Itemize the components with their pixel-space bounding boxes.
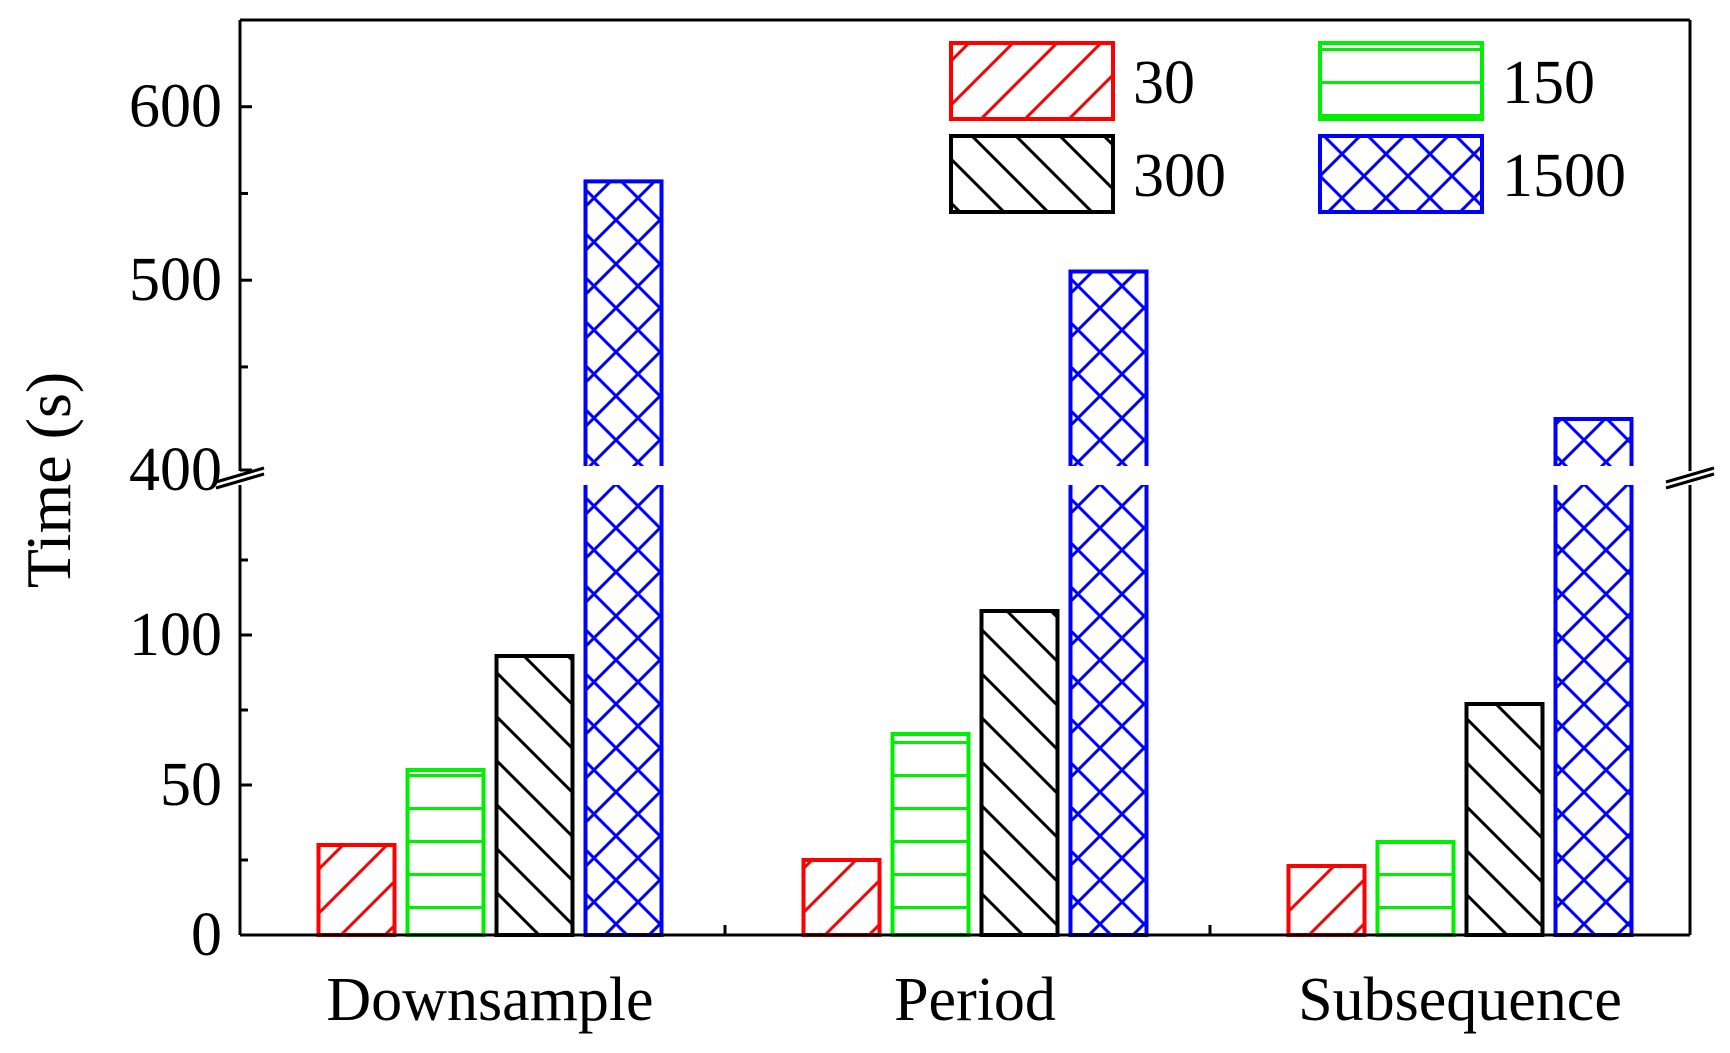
bar-period-300	[979, 609, 1060, 937]
legend-swatch-300	[949, 134, 1115, 214]
axis-break-right	[1665, 466, 1715, 490]
bar-downsample-30	[316, 843, 397, 937]
y-axis-title: Time (s)	[13, 372, 84, 588]
bar-subsequence-1500-lower	[1555, 485, 1632, 935]
bar-downsample-300	[494, 654, 575, 937]
bar-subsequence-150	[1375, 840, 1456, 937]
bar-downsample-1500-upper	[585, 181, 662, 467]
y-tick-600-label: 600	[129, 73, 222, 141]
legend-swatch-30	[949, 41, 1115, 121]
axis-break-mask-right	[1664, 472, 1716, 484]
legend-label-30: 30	[1133, 49, 1195, 117]
x-tick-label-subsequence: Subsequence	[1298, 966, 1622, 1034]
y-tick-100-label: 100	[129, 601, 222, 669]
bar-downsample-150	[405, 768, 486, 937]
axes-layer	[214, 18, 1716, 937]
axis-break-left	[215, 466, 265, 490]
y-tick-50-label: 50	[160, 751, 222, 819]
bar-period-1500-lower	[1070, 485, 1147, 935]
legend-label-1500: 1500	[1502, 142, 1626, 210]
bar-downsample-1500-upper-outline	[583, 179, 664, 466]
x-tick-label-period: Period	[894, 966, 1056, 1034]
bar-subsequence-300	[1464, 702, 1545, 937]
bar-period-1500-upper-outline	[1068, 269, 1149, 466]
y-tick-400-label: 400	[129, 436, 222, 504]
bar-downsample-1500-lower	[585, 485, 662, 935]
legend-swatch-150	[1318, 41, 1484, 121]
legend-label-300: 300	[1133, 142, 1226, 210]
legend: 30 150 300 1500	[949, 41, 1626, 214]
legend-swatch-1500	[1318, 134, 1484, 214]
bar-subsequence-30	[1286, 864, 1367, 937]
bar-subsequence-1500-upper-outline	[1553, 416, 1634, 466]
bar-period-1500-upper	[1070, 271, 1147, 466]
x-tick-label-downsample: Downsample	[326, 966, 653, 1034]
bar-period-150	[890, 732, 971, 937]
y-tick-0-label: 0	[191, 901, 222, 969]
bar-period-30	[801, 858, 882, 937]
ticks-layer: 0 50 100 400 500 600 Downsample Period Subsequen…	[129, 73, 1622, 1034]
legend-label-150: 150	[1502, 49, 1595, 117]
bars-layer	[316, 179, 1634, 937]
y-tick-500-label: 500	[129, 246, 222, 314]
axis-break-mask-left	[214, 472, 266, 484]
bar-subsequence-1500-upper	[1555, 418, 1632, 466]
